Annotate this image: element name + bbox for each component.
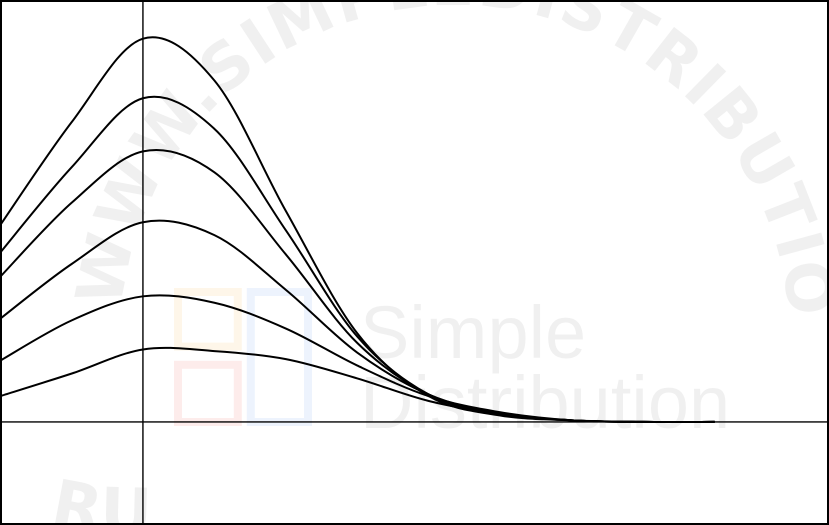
series-line-6 — [0, 36, 715, 424]
watermark-arc-textpath-bottom: RU — [46, 467, 153, 525]
watermark-arc-text-bottom: RU — [46, 467, 155, 525]
watermark-brand-line2: Distribution — [360, 361, 730, 444]
watermark-arc-text: WWW.SIMPLEDISTRIBUTION.RU — [0, 0, 829, 322]
watermark-brand-line1: Simple — [360, 291, 586, 374]
watermark-logo-square — [174, 288, 242, 351]
watermark-arc-textpath: WWW.SIMPLEDISTRIBUTION.RU — [0, 0, 829, 322]
watermark-logo-square — [174, 360, 242, 426]
